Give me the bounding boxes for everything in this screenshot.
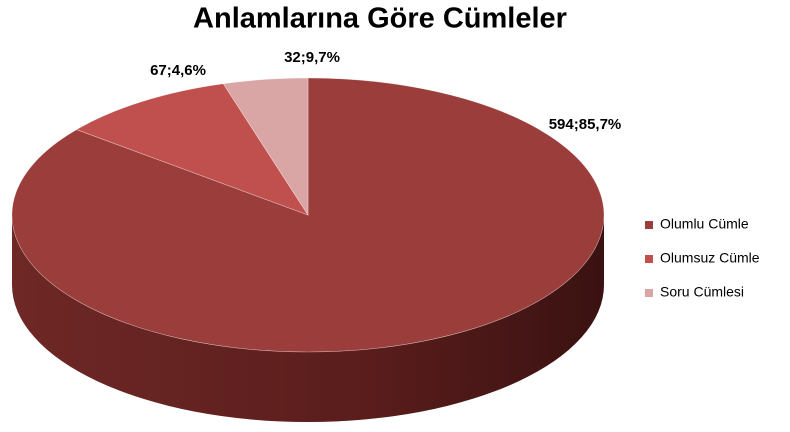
data-label: 594;85,7% [549, 116, 622, 133]
legend-swatch [645, 289, 653, 297]
legend-label: Olumlu Cümle [660, 216, 749, 232]
data-label: 67;4,6% [150, 62, 206, 79]
legend-swatch [645, 221, 653, 229]
legend-label: Olumsuz Cümle [660, 250, 760, 266]
pie-slice [11, 77, 605, 353]
legend-swatch [645, 255, 653, 263]
chart-title: Anlamlarına Göre Cümleler [193, 3, 567, 35]
legend-label: Soru Cümlesi [660, 284, 744, 300]
pie-slice [75, 83, 309, 216]
pie-slice [222, 77, 309, 217]
data-label: 32;9,7% [284, 49, 340, 66]
pie-side [12, 215, 604, 422]
